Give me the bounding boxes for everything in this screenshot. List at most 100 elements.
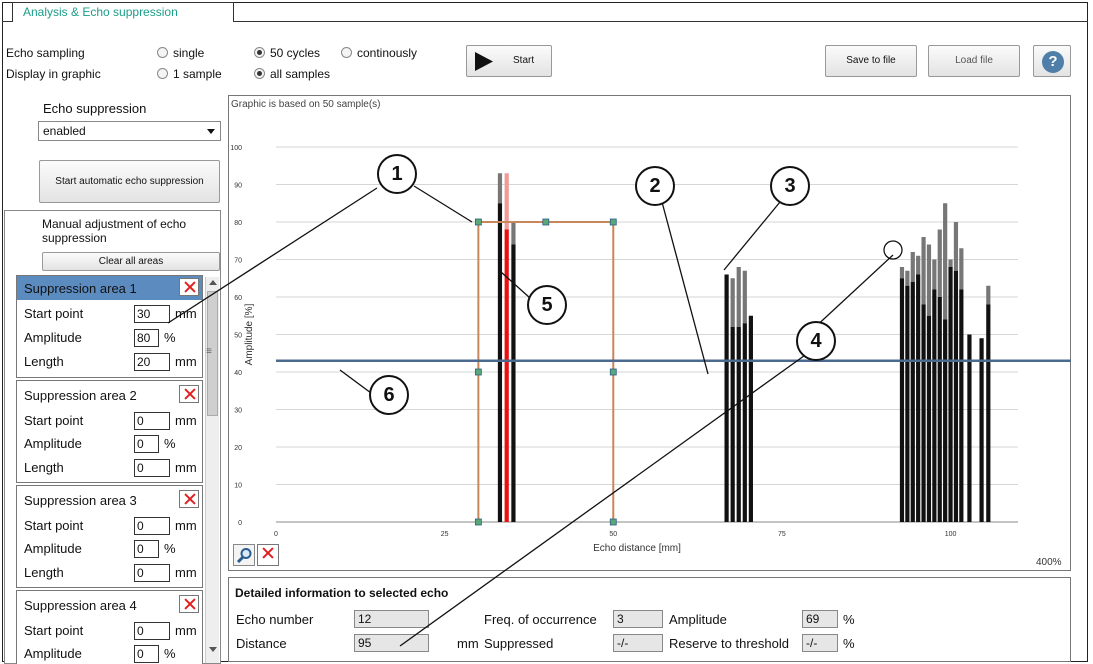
percent-unit: % [164,330,176,345]
x-tick-label: 100 [945,531,957,538]
clear-zoom-close-icon[interactable] [257,544,279,566]
y-tick-label: 40 [234,370,242,377]
radio-continuously[interactable] [341,47,352,58]
suppression-area-2: Suppression area 2 Start point 0 mm Ampl… [16,380,203,483]
radio-50-cycles[interactable] [254,47,265,58]
x-tick-label: 50 [609,531,617,538]
length-input[interactable]: 20 [134,353,170,371]
echo-bar [511,244,516,522]
suppression-area-title: Suppression area 2 [24,388,137,403]
manual-adjustment-label: Manual adjustment of echo suppression [42,217,187,245]
amplitude-label: Amplitude [24,330,82,345]
close-icon[interactable] [179,490,199,508]
echo-bar [986,304,991,522]
amplitude-input[interactable]: 0 [134,645,159,663]
echo-bar [959,289,964,522]
x-axis-label: Echo distance [mm] [593,543,681,554]
start-button-label: Start [513,55,535,66]
y-tick-label: 100 [230,145,242,152]
mm-unit: mm [175,354,197,369]
mm-unit: mm [175,460,197,475]
radio-all-samples[interactable] [254,68,265,79]
echo-bar [953,270,959,522]
amplitude-label: Amplitude [24,646,82,661]
freq-of-occurrence-value: 3 [613,610,663,628]
close-icon[interactable] [179,595,199,613]
areas-scrollbar[interactable] [205,277,219,663]
length-input[interactable]: 0 [134,564,170,582]
distance-label: Distance [236,636,287,651]
radio-1-sample[interactable] [157,68,168,79]
zoom-level: 400% [1036,557,1062,568]
x-tick-label: 25 [441,531,449,538]
x-tick-label: 0 [274,531,278,538]
start-point-input[interactable]: 0 [134,517,170,535]
start-point-label: Start point [24,306,84,321]
radio-single[interactable] [157,47,168,58]
echo-bar [932,289,937,522]
amplitude-label: Amplitude [24,436,82,451]
close-icon[interactable] [179,385,199,403]
echo-bar [736,327,741,522]
length-label: Length [24,354,64,369]
y-tick-label: 10 [234,483,242,490]
echo-bar-spread [730,278,735,327]
start-point-input[interactable]: 0 [134,622,170,640]
radio-all-samples-label: all samples [270,67,331,81]
scroll-down-icon[interactable] [209,647,217,652]
save-to-file-button[interactable]: Save to file [825,45,917,77]
echo-bar-spread [943,203,948,320]
tab-analysis-echo-suppression[interactable]: Analysis & Echo suppression [12,2,234,22]
start-point-label: Start point [24,413,84,428]
mm-unit: mm [175,518,197,533]
start-point-input[interactable]: 30 [134,305,170,323]
suppression-area-handle [609,368,617,376]
distance-value: 95 [354,634,429,652]
y-tick-label: 0 [238,520,242,527]
length-input[interactable]: 0 [134,459,170,477]
detailed-info-title: Detailed information to selected echo [235,586,449,600]
start-point-label: Start point [24,518,84,533]
echo-bar-spread [905,270,910,286]
echo-bar-spread [736,267,741,327]
amplitude-input[interactable]: 0 [134,540,159,558]
suppression-area-handle [542,218,550,226]
radio-single-label: single [173,46,205,60]
echo-bar [724,274,729,522]
echo-bar [937,297,942,522]
length-label: Length [24,460,64,475]
echo-number-label: Echo number [236,612,314,627]
suppression-area-handle [474,518,482,526]
help-button[interactable]: ? [1033,45,1071,77]
suppression-area-handle [474,218,482,226]
amplitude-input[interactable]: 80 [134,329,159,347]
echo-bar [967,334,972,522]
scroll-up-icon[interactable] [209,280,217,285]
load-file-button[interactable]: Load file [928,45,1020,77]
scroll-grip-marker: ≡ [206,346,212,357]
echo-bar-spread [742,270,747,324]
suppression-area-title: Suppression area 1 [24,281,137,296]
tab-divider [234,21,1088,22]
echo-bar [948,267,953,522]
zoom-button[interactable] [233,544,255,566]
mm-unit: mm [175,565,197,580]
clear-all-areas-button[interactable]: Clear all areas [42,252,220,271]
echo-bar [899,278,905,522]
close-icon[interactable] [179,278,199,296]
amplitude-input[interactable]: 0 [134,435,159,453]
percent-unit: % [164,646,176,661]
echo-bar [748,315,753,522]
start-automatic-echo-suppression-button[interactable]: Start automatic echo suppression [39,160,220,203]
x-tick-label: 75 [778,531,786,538]
echo-suppression-label: Echo suppression [43,101,147,116]
chevron-down-icon [207,129,215,134]
echo-bar-spread [932,259,937,290]
echo-bar [905,285,910,522]
echo-number-value: 12 [354,610,429,628]
start-point-input[interactable]: 0 [134,412,170,430]
callout-4: 4 [796,321,836,361]
start-button[interactable]: Start [466,45,552,77]
y-tick-label: 30 [234,408,242,415]
echo-suppression-select[interactable]: enabled [38,121,221,141]
